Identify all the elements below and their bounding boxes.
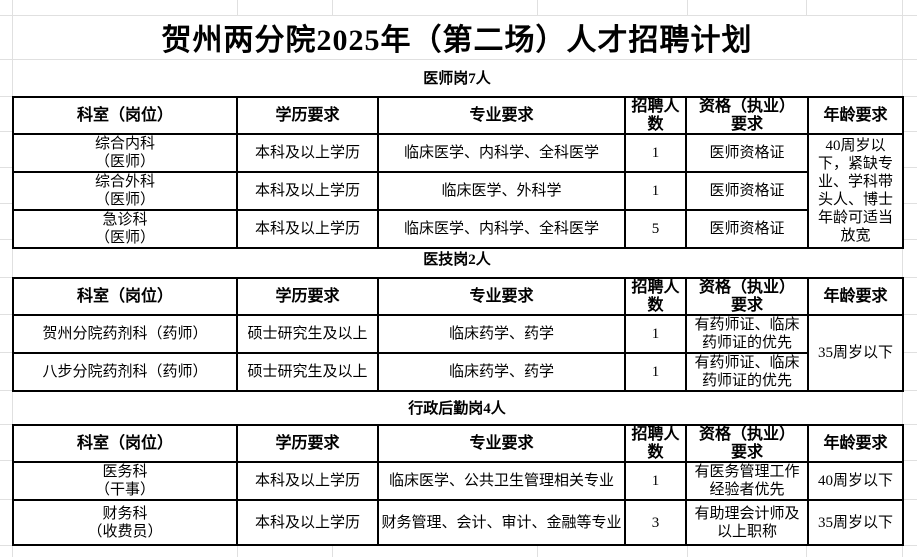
col-header-dept: 科室（岗位） <box>12 423 238 464</box>
grid-line <box>806 545 807 557</box>
grid-line <box>537 545 538 557</box>
dept-cell: 八步分院药剂科（药师） <box>12 352 238 393</box>
qual-cell: 有助理会计师及 以上职称 <box>685 499 809 547</box>
qual-cell: 医师资格证 <box>685 209 809 250</box>
count-cell: 1 <box>624 352 687 393</box>
col-header-age: 年龄要求 <box>807 95 904 136</box>
count-cell: 1 <box>624 314 687 355</box>
edu-cell: 本科及以上学历 <box>236 209 379 250</box>
grid-line <box>806 0 807 15</box>
age-cell-merged: 40周岁以 下，紧缺专 业、学科带 头人、博士 年龄可适当 放宽 <box>807 133 904 250</box>
age-cell-merged: 35周岁以下 <box>807 314 904 393</box>
col-header-count: 招聘人 数 <box>624 423 687 464</box>
grid-line <box>687 545 688 557</box>
table-row: 财务科 （收费员） 本科及以上学历 财务管理、会计、审计、金融等专业 3 有助理… <box>12 499 904 547</box>
section-heading-medtech: 医技岗2人 <box>423 251 491 268</box>
edu-cell: 硕士研究生及以上 <box>236 352 379 393</box>
col-header-edu: 学历要求 <box>236 95 379 136</box>
table-row: 综合内科 （医师） 本科及以上学历 临床医学、内科学、全科医学 1 医师资格证 … <box>12 133 904 250</box>
col-header-qual: 资格（执业） 要求 <box>685 95 809 136</box>
col-header-dept: 科室（岗位） <box>12 276 238 317</box>
grid-line <box>537 0 538 15</box>
header-row: 科室（岗位） 学历要求 专业要求 招聘人 数 资格（执业） 要求 年龄要求 <box>12 95 904 136</box>
major-cell: 临床医学、内科学、全科医学 <box>377 209 626 250</box>
physician-table: 科室（岗位） 学历要求 专业要求 招聘人 数 资格（执业） 要求 年龄要求 综合… <box>12 95 904 250</box>
table-row: 八步分院药剂科（药师） 硕士研究生及以上 临床药学、药学 1 有药师证、临床 药… <box>12 352 903 393</box>
count-cell: 1 <box>624 133 687 174</box>
edu-cell: 本科及以上学历 <box>236 461 379 502</box>
major-cell: 临床医学、外科学 <box>377 171 626 212</box>
header-row: 科室（岗位） 学历要求 专业要求 招聘人 数 资格（执业） 要求 年龄要求 <box>12 276 904 317</box>
col-header-count: 招聘人 数 <box>624 95 687 136</box>
dept-cell: 急诊科 （医师） <box>12 209 238 250</box>
dept-cell: 综合内科 （医师） <box>12 133 238 174</box>
qual-cell: 医师资格证 <box>685 133 809 174</box>
major-cell: 临床药学、药学 <box>377 314 626 355</box>
count-cell: 3 <box>624 499 687 547</box>
header-row: 科室（岗位） 学历要求 专业要求 招聘人 数 资格（执业） 要求 年龄要求 <box>12 423 904 464</box>
age-cell: 35周岁以下 <box>807 499 904 547</box>
dept-cell: 贺州分院药剂科（药师） <box>12 314 238 355</box>
col-header-qual: 资格（执业） 要求 <box>685 276 809 317</box>
grid-line <box>332 0 333 15</box>
admin-table: 科室（岗位） 学历要求 专业要求 招聘人 数 资格（执业） 要求 年龄要求 医务… <box>12 423 904 547</box>
section-heading-admin: 行政后勤岗4人 <box>408 400 506 417</box>
col-header-edu: 学历要求 <box>236 423 379 464</box>
table-row: 贺州分院药剂科（药师） 硕士研究生及以上 临床药学、药学 1 有药师证、临床 药… <box>12 314 904 393</box>
grid-line <box>0 59 917 60</box>
page-title: 贺州两分院2025年（第二场）人才招聘计划 <box>161 24 753 57</box>
edu-cell: 本科及以上学历 <box>236 171 379 212</box>
grid-line <box>237 545 238 557</box>
col-header-major: 专业要求 <box>377 423 626 464</box>
col-header-count: 招聘人 数 <box>624 276 687 317</box>
grid-line <box>0 15 917 16</box>
qual-cell: 医师资格证 <box>685 171 809 212</box>
col-header-edu: 学历要求 <box>236 276 379 317</box>
table-row: 综合外科 （医师） 本科及以上学历 临床医学、外科学 1 医师资格证 <box>12 171 903 212</box>
major-cell: 临床药学、药学 <box>377 352 626 393</box>
col-header-major: 专业要求 <box>377 95 626 136</box>
col-header-major: 专业要求 <box>377 276 626 317</box>
qual-cell: 有药师证、临床 药师证的优先 <box>685 352 809 393</box>
grid-line <box>237 0 238 15</box>
table-row: 医务科 （干事） 本科及以上学历 临床医学、公共卫生管理相关专业 1 有医务管理… <box>12 461 904 502</box>
dept-cell: 医务科 （干事） <box>12 461 238 502</box>
col-header-qual: 资格（执业） 要求 <box>685 423 809 464</box>
grid-line <box>332 545 333 557</box>
col-header-age: 年龄要求 <box>807 423 904 464</box>
grid-line <box>687 0 688 15</box>
edu-cell: 本科及以上学历 <box>236 133 379 174</box>
major-cell: 临床医学、内科学、全科医学 <box>377 133 626 174</box>
medtech-table: 科室（岗位） 学历要求 专业要求 招聘人 数 资格（执业） 要求 年龄要求 贺州… <box>12 276 904 393</box>
dept-cell: 综合外科 （医师） <box>12 171 238 212</box>
major-cell: 临床医学、公共卫生管理相关专业 <box>377 461 626 502</box>
col-header-dept: 科室（岗位） <box>12 95 238 136</box>
qual-cell: 有药师证、临床 药师证的优先 <box>685 314 809 355</box>
dept-cell: 财务科 （收费员） <box>12 499 238 547</box>
edu-cell: 硕士研究生及以上 <box>236 314 379 355</box>
count-cell: 1 <box>624 171 687 212</box>
count-cell: 5 <box>624 209 687 250</box>
col-header-age: 年龄要求 <box>807 276 904 317</box>
count-cell: 1 <box>624 461 687 502</box>
major-cell: 财务管理、会计、审计、金融等专业 <box>377 499 626 547</box>
section-heading-physician: 医师岗7人 <box>423 71 491 87</box>
table-row: 急诊科 （医师） 本科及以上学历 临床医学、内科学、全科医学 5 医师资格证 <box>12 209 903 250</box>
age-cell: 40周岁以下 <box>807 461 904 502</box>
edu-cell: 本科及以上学历 <box>236 499 379 547</box>
qual-cell: 有医务管理工作 经验者优先 <box>685 461 809 502</box>
